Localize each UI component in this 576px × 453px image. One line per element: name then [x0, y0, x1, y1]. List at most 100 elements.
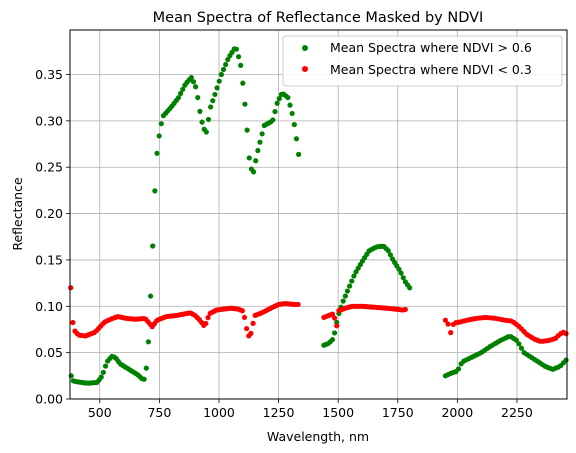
- y-tick-label: 0.10: [35, 299, 63, 314]
- data-point: [199, 119, 205, 125]
- data-point: [156, 133, 162, 139]
- x-tick-label: 750: [147, 405, 171, 420]
- y-tick-label: 0.05: [35, 345, 63, 360]
- data-point: [296, 151, 302, 157]
- data-point: [102, 363, 109, 369]
- data-point: [205, 116, 212, 123]
- data-point: [329, 337, 336, 343]
- chart-title: Mean Spectra of Reflectance Masked by ND…: [153, 10, 484, 26]
- x-tick-label: 1250: [263, 405, 295, 420]
- data-point: [152, 188, 158, 194]
- data-point: [235, 54, 242, 60]
- data-point: [248, 330, 254, 336]
- data-point: [195, 94, 201, 101]
- y-axis-ticks: 0.00 0.05 0.10 0.15 0.20 0.25 0.30 0.35: [35, 67, 70, 407]
- data-point: [272, 108, 278, 115]
- data-point: [259, 131, 265, 137]
- data-point: [214, 85, 220, 91]
- data-point: [242, 101, 248, 107]
- x-tick-label: 2000: [441, 405, 473, 420]
- data-point: [233, 46, 239, 52]
- data-point: [241, 314, 248, 321]
- data-point: [239, 308, 245, 314]
- data-point: [203, 129, 209, 135]
- data-point: [188, 74, 194, 81]
- data-point: [68, 285, 74, 291]
- x-tick-label: 500: [88, 405, 112, 420]
- data-point: [285, 94, 291, 101]
- data-point: [291, 121, 297, 128]
- data-point: [287, 102, 293, 108]
- data-point: [518, 345, 525, 351]
- data-point: [329, 311, 336, 317]
- data-point: [190, 79, 197, 85]
- y-tick-label: 0.15: [35, 252, 63, 267]
- data-point: [178, 90, 184, 97]
- x-axis-label: Wavelength, nm: [267, 429, 369, 444]
- data-point: [270, 117, 276, 123]
- data-point: [385, 248, 391, 254]
- data-point: [349, 278, 355, 284]
- data-point: [154, 150, 160, 156]
- legend-marker-ndvi-high: [302, 45, 308, 51]
- data-point: [205, 315, 211, 321]
- data-point: [253, 158, 259, 164]
- data-point: [400, 275, 406, 281]
- data-point: [276, 96, 282, 102]
- data-point: [407, 285, 413, 291]
- data-point: [244, 325, 250, 332]
- data-point: [295, 301, 301, 308]
- y-tick-label: 0.25: [35, 160, 63, 175]
- data-point: [225, 56, 231, 63]
- data-point: [448, 330, 454, 336]
- y-tick-label: 0.20: [35, 206, 63, 221]
- data-point: [246, 155, 252, 161]
- legend-box: [282, 35, 563, 87]
- x-tick-label: 2250: [501, 405, 533, 420]
- data-point: [68, 373, 74, 379]
- data-point: [257, 139, 263, 145]
- data-point: [351, 273, 357, 279]
- data-point: [244, 127, 250, 133]
- data-point: [208, 104, 214, 110]
- data-point: [100, 369, 106, 375]
- data-point: [331, 330, 338, 336]
- data-point: [141, 376, 147, 382]
- data-point: [516, 341, 522, 347]
- data-point: [398, 270, 404, 276]
- data-point: [218, 71, 224, 78]
- data-point: [70, 319, 76, 326]
- data-point: [143, 365, 149, 371]
- y-tick-label: 0.00: [35, 392, 63, 407]
- data-point: [193, 84, 199, 90]
- data-point: [274, 100, 280, 106]
- data-point: [223, 61, 229, 68]
- x-tick-label: 1750: [382, 405, 414, 420]
- data-point: [455, 366, 462, 372]
- data-point: [197, 108, 203, 114]
- data-point: [210, 98, 216, 104]
- data-point: [293, 136, 300, 142]
- legend-label-ndvi-low: Mean Spectra where NDVI < 0.3: [330, 62, 532, 77]
- data-point: [445, 321, 451, 327]
- data-point: [158, 121, 164, 127]
- y-axis-label: Reflectance: [10, 177, 25, 251]
- data-point: [340, 298, 346, 304]
- y-tick-label: 0.30: [35, 113, 63, 128]
- data-points: [68, 46, 569, 386]
- data-point: [563, 357, 569, 363]
- data-point: [216, 78, 222, 84]
- data-point: [563, 331, 569, 337]
- data-point: [289, 110, 295, 117]
- legend: Mean Spectra where NDVI > 0.6 Mean Spect…: [282, 35, 563, 87]
- plot-frame: [69, 29, 568, 400]
- data-point: [387, 252, 393, 258]
- data-point: [344, 288, 351, 294]
- series-1-points: [68, 285, 569, 344]
- data-point: [255, 147, 261, 154]
- data-point: [331, 315, 338, 321]
- data-point: [238, 62, 244, 68]
- data-point: [513, 337, 519, 343]
- data-point: [147, 293, 154, 299]
